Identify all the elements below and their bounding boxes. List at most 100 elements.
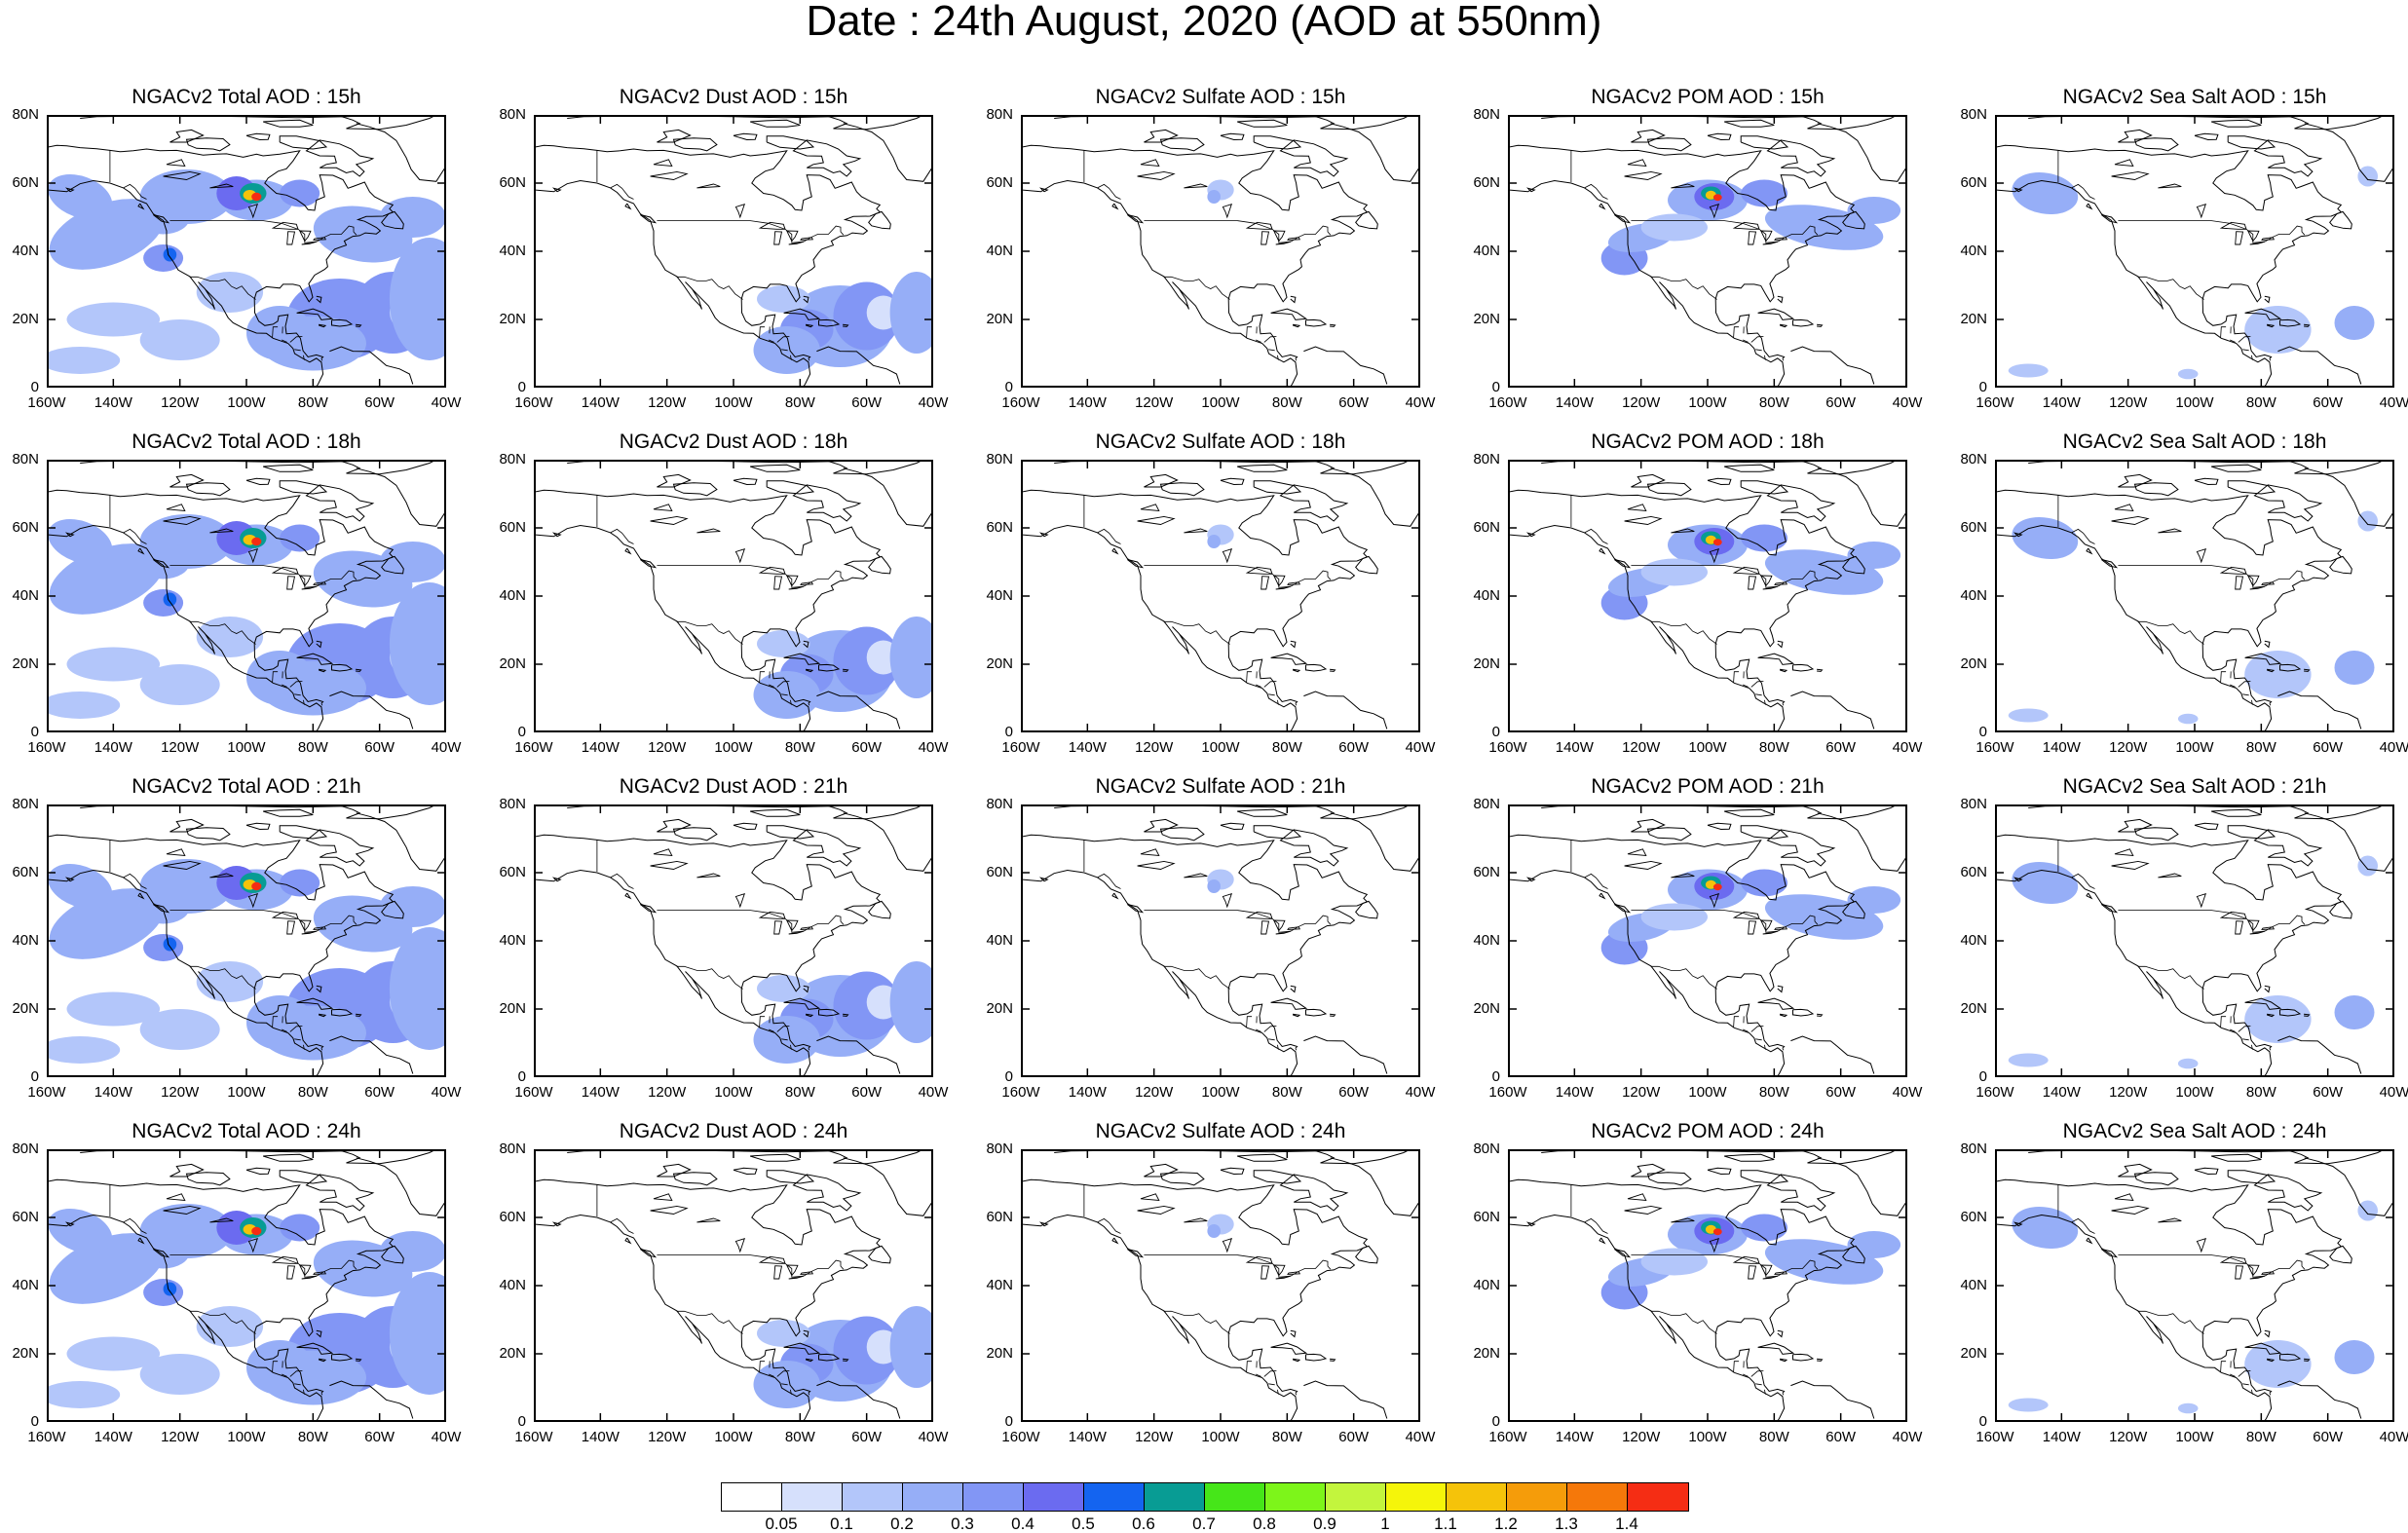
- coastline: [80, 117, 380, 119]
- lake-outline: [1625, 516, 1662, 524]
- coastline: [1793, 1354, 1814, 1361]
- map-plot-area: [1508, 460, 1907, 732]
- x-tick-label: 60W: [2299, 1085, 2357, 1101]
- y-tick-label: 20N: [0, 656, 39, 672]
- coastline: [1293, 669, 1299, 671]
- x-tick-label: 160W: [505, 395, 563, 411]
- country-border: [2118, 911, 2304, 933]
- coastline: [1741, 826, 1787, 839]
- panel-title: NGACv2 Dust AOD : 24h: [534, 1120, 933, 1143]
- coastline: [2284, 806, 2385, 819]
- country-border: [1783, 1048, 1784, 1050]
- coastline: [1221, 133, 1244, 139]
- colorbar-label: 0.6: [1119, 1515, 1168, 1533]
- x-tick-label: 80W: [283, 1085, 342, 1101]
- map-plot-area: [47, 115, 446, 388]
- coastline: [2284, 1151, 2385, 1164]
- aod-plume: [757, 630, 810, 657]
- country-border: [1247, 1362, 1253, 1372]
- colorbar-box: [1205, 1483, 1265, 1511]
- country-border: [1144, 1255, 1330, 1278]
- country-border: [1296, 703, 1297, 705]
- country-border: [2138, 621, 2204, 644]
- country-border: [2270, 1048, 2271, 1050]
- country-border: [1268, 1039, 1275, 1040]
- coastline: [1724, 1154, 1774, 1161]
- lake-outline: [2115, 849, 2133, 856]
- y-tick-label: 60N: [0, 865, 39, 880]
- x-tick-label: 80W: [771, 1430, 829, 1445]
- coastline: [80, 806, 380, 808]
- x-tick-label: 100W: [2165, 395, 2224, 411]
- coastline: [307, 830, 373, 866]
- colorbar-box: [1567, 1483, 1628, 1511]
- coastline: [1291, 641, 1296, 647]
- coastline: [1310, 1151, 1411, 1164]
- coastline: [1271, 654, 1306, 664]
- lake-outline: [287, 577, 295, 589]
- coastline: [357, 813, 444, 872]
- panel-title: NGACv2 Sea Salt AOD : 15h: [1995, 86, 2394, 109]
- country-border: [1651, 1311, 1717, 1333]
- coastline: [1330, 1359, 1335, 1361]
- coastline: [1254, 826, 1300, 839]
- country-border: [2118, 221, 2304, 243]
- lake-outline: [735, 894, 744, 907]
- aod-plume: [49, 692, 120, 719]
- coastline: [2265, 1330, 2270, 1336]
- coastline: [2028, 806, 2328, 808]
- coastline: [794, 485, 860, 521]
- colorbar-label: 1.4: [1602, 1515, 1651, 1533]
- map-plot-area: [1995, 1149, 2394, 1422]
- coastline: [2087, 1238, 2091, 1243]
- coastline: [2087, 204, 2091, 208]
- x-tick-label: 140W: [2032, 1085, 2090, 1101]
- coastline: [2330, 211, 2352, 229]
- y-tick-label: 60N: [974, 1210, 1013, 1225]
- coastline: [844, 468, 931, 527]
- panel-title: NGACv2 Sulfate AOD : 15h: [1021, 86, 1420, 109]
- x-tick-label: 100W: [2165, 740, 2224, 756]
- coastline: [1599, 1238, 1604, 1243]
- colorbar-label: 0.1: [817, 1515, 866, 1533]
- lake-outline: [774, 921, 782, 934]
- lake-outline: [2158, 1218, 2181, 1222]
- x-tick-label: 140W: [571, 395, 629, 411]
- x-tick-label: 160W: [505, 1430, 563, 1445]
- lake-outline: [651, 1206, 688, 1214]
- y-tick-label: 40N: [487, 588, 526, 604]
- coastline: [1237, 809, 1287, 816]
- coastline: [2255, 1175, 2321, 1211]
- country-border: [1755, 694, 1762, 695]
- aod-plume: [1713, 883, 1722, 890]
- y-tick-label: 60N: [1948, 175, 1987, 191]
- aod-map: [1023, 1151, 1418, 1420]
- aod-plume: [380, 886, 444, 927]
- x-tick-label: 160W: [1479, 1085, 1537, 1101]
- lake-outline: [167, 160, 185, 167]
- y-tick-label: 20N: [1461, 312, 1500, 327]
- coastline: [1817, 1359, 1822, 1361]
- x-tick-label: 100W: [704, 395, 763, 411]
- colorbar-label: 1.2: [1482, 1515, 1530, 1533]
- coastline: [1023, 1179, 1367, 1393]
- y-tick-label: 0: [0, 380, 39, 395]
- y-tick-label: 40N: [1461, 933, 1500, 949]
- y-tick-label: 60N: [0, 520, 39, 536]
- y-tick-label: 20N: [1461, 1001, 1500, 1017]
- coastline: [823, 117, 923, 130]
- aod-plume: [2178, 714, 2199, 725]
- y-tick-label: 40N: [1948, 1278, 1987, 1293]
- coastline: [280, 136, 326, 149]
- coastline: [1310, 462, 1411, 474]
- aod-plume: [1207, 879, 1221, 893]
- x-tick-label: 60W: [1812, 1085, 1870, 1101]
- coastline: [1291, 986, 1296, 991]
- lake-outline: [1274, 920, 1285, 931]
- coastline: [336, 1151, 436, 1164]
- y-tick-label: 0: [974, 1414, 1013, 1430]
- x-tick-label: 80W: [2232, 740, 2290, 756]
